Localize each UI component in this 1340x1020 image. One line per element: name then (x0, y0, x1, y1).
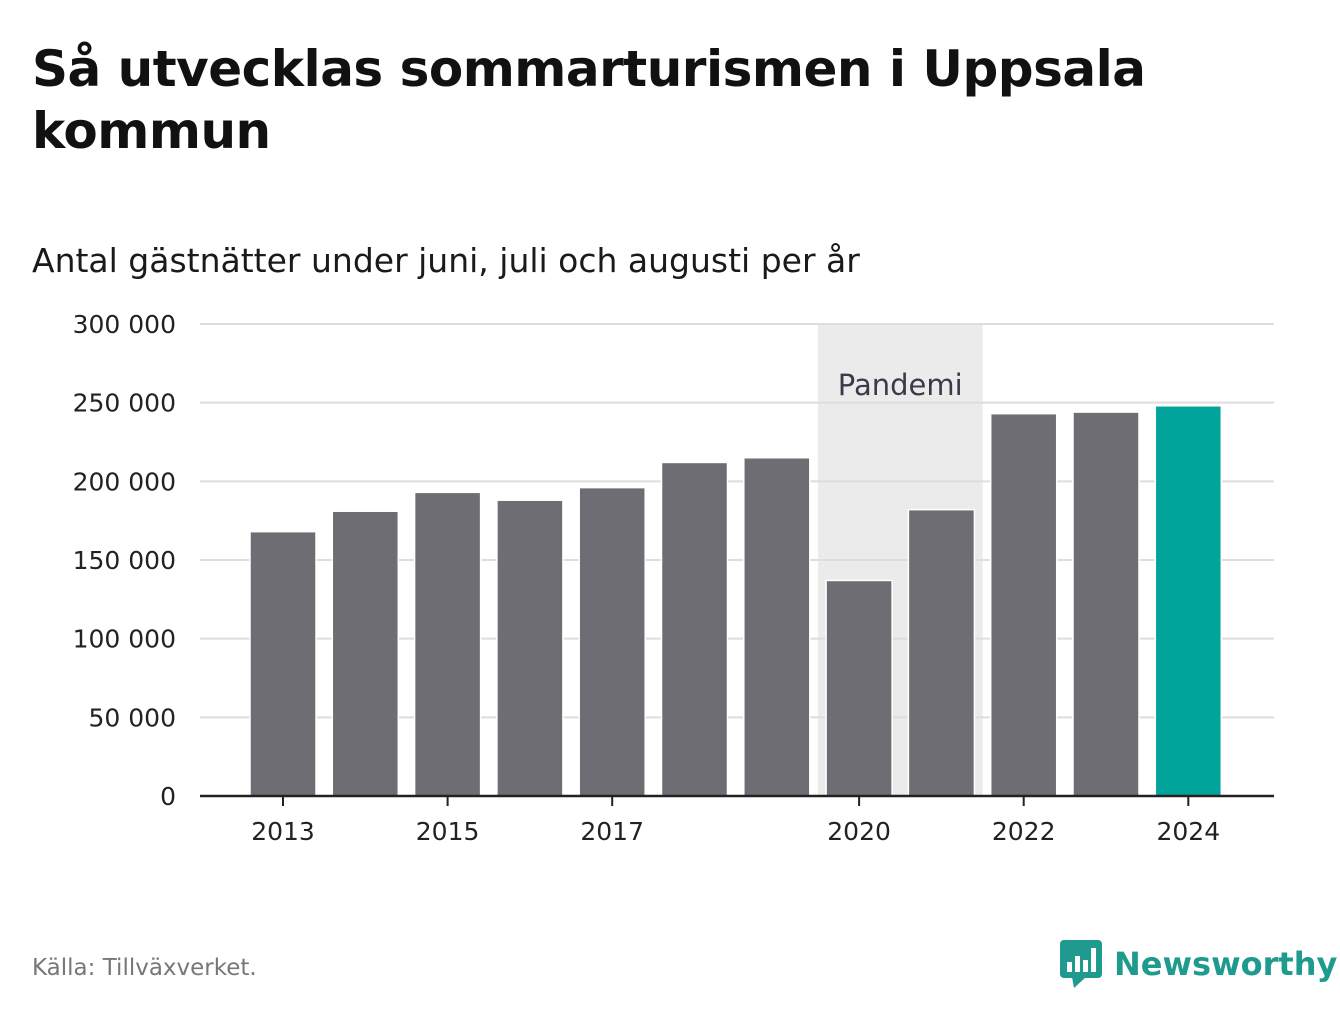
bar-2024 (1154, 405, 1223, 797)
x-tick-label: 2015 (416, 817, 480, 846)
pandemic-label: Pandemi (838, 368, 963, 402)
x-tick-label: 2024 (1156, 817, 1220, 846)
x-tick-label: 2020 (827, 817, 891, 846)
source-note: Källa: Tillväxverket. (32, 955, 257, 981)
bar-2020 (825, 579, 893, 797)
chart-title: Så utvecklas sommarturismen i Uppsala ko… (32, 40, 1146, 160)
bar-2015 (413, 491, 482, 797)
x-tick-label: 2017 (580, 817, 644, 846)
y-tick-label: 100 000 (73, 625, 176, 654)
bar-chart-speech-bubble-icon (1060, 940, 1102, 988)
x-tick-label: 2022 (992, 817, 1056, 846)
bar-2018 (660, 461, 729, 797)
y-tick-label: 200 000 (73, 467, 176, 496)
newsworthy-logo: Newsworthy (1060, 940, 1337, 988)
chart-subtitle: Antal gästnätter under juni, juli och au… (32, 241, 860, 280)
bar-2019 (743, 456, 811, 797)
bar-2023 (1072, 411, 1140, 797)
bar-2013 (249, 530, 317, 797)
y-tick-label: 0 (160, 782, 176, 811)
bar-2016 (496, 499, 564, 797)
x-tick-label: 2013 (251, 817, 315, 846)
y-tick-label: 300 000 (73, 310, 176, 339)
bar-2017 (578, 486, 646, 797)
y-tick-label: 50 000 (89, 703, 176, 732)
bar-2022 (989, 412, 1058, 797)
y-tick-label: 150 000 (73, 546, 176, 575)
y-tick-label: 250 000 (73, 389, 176, 418)
bar-2014 (331, 510, 400, 797)
brand-name: Newsworthy (1114, 945, 1338, 983)
bar-2021 (907, 508, 976, 797)
bar-chart: 0 50 000 100 000 150 000 200 000 250 000 300 0… (73, 310, 1274, 846)
